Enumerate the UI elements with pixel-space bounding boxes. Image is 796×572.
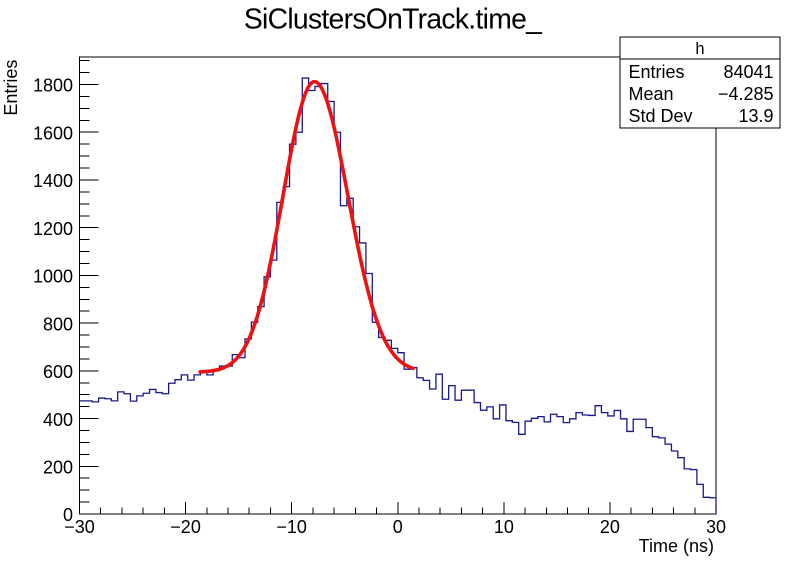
svg-text:30: 30	[706, 517, 726, 537]
svg-text:Time (ns): Time (ns)	[639, 536, 714, 556]
svg-text:Entries: Entries	[629, 62, 685, 82]
svg-text:400: 400	[43, 410, 73, 430]
svg-text:600: 600	[43, 362, 73, 382]
svg-text:84041: 84041	[723, 62, 773, 82]
svg-text:Mean: Mean	[629, 84, 674, 104]
svg-text:800: 800	[43, 314, 73, 334]
svg-text:h: h	[695, 40, 704, 58]
svg-text:−4.285: −4.285	[718, 84, 774, 104]
svg-text:10: 10	[494, 517, 514, 537]
svg-text:−30: −30	[64, 517, 95, 537]
svg-text:SiClustersOnTrack.time_: SiClustersOnTrack.time_	[244, 3, 543, 35]
svg-text:1600: 1600	[33, 123, 73, 143]
svg-text:0: 0	[63, 505, 73, 525]
svg-text:20: 20	[600, 517, 620, 537]
svg-text:−10: −10	[276, 517, 307, 537]
svg-text:1800: 1800	[33, 76, 73, 96]
svg-text:−20: −20	[170, 517, 201, 537]
svg-text:0: 0	[393, 517, 403, 537]
svg-text:1000: 1000	[33, 267, 73, 287]
svg-text:Std Dev: Std Dev	[629, 106, 693, 126]
svg-text:13.9: 13.9	[738, 106, 773, 126]
svg-text:1400: 1400	[33, 171, 73, 191]
svg-text:200: 200	[43, 457, 73, 477]
svg-text:Entries: Entries	[1, 60, 21, 116]
svg-text:1200: 1200	[33, 219, 73, 239]
